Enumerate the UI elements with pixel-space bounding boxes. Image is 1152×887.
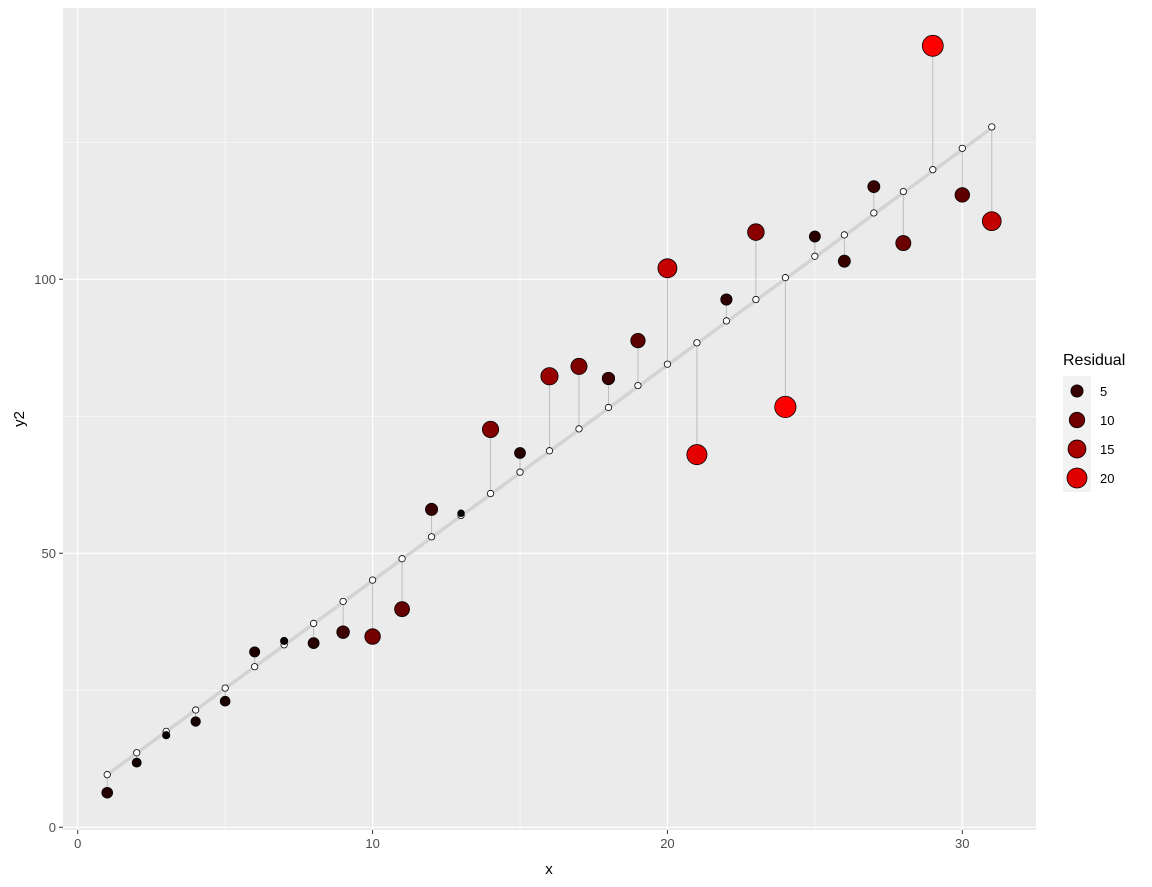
legend: Residual 5 10 15 20	[1063, 352, 1125, 492]
legend-key-label: 5	[1100, 384, 1107, 399]
observed-point	[162, 731, 171, 740]
predicted-points	[103, 123, 996, 779]
observed-point	[190, 716, 201, 727]
legend-key-symbol	[1068, 411, 1086, 429]
predicted-point	[368, 576, 377, 584]
predicted-point	[811, 252, 819, 260]
observed-point	[457, 509, 465, 517]
predicted-point	[752, 295, 760, 304]
observed-point	[101, 786, 113, 799]
y-tick-label: 0	[49, 820, 56, 835]
predicted-point	[103, 771, 111, 779]
predicted-point	[133, 749, 141, 757]
predicted-point	[781, 274, 789, 282]
predicted-point	[516, 468, 524, 476]
predicted-point	[870, 209, 878, 217]
predicted-point	[339, 597, 347, 606]
predicted-point	[988, 123, 996, 131]
observed-point	[954, 187, 970, 203]
y-tick-label: 100	[34, 272, 56, 287]
predicted-point	[899, 187, 907, 196]
observed-point	[481, 420, 500, 438]
predicted-point	[251, 663, 259, 671]
x-tick-label: 0	[74, 836, 81, 851]
observed-point	[425, 502, 439, 516]
observed-point	[921, 34, 944, 57]
predicted-point	[545, 447, 554, 455]
observed-point	[657, 258, 678, 279]
observed-point	[808, 230, 821, 243]
x-tick-label: 30	[955, 836, 969, 851]
observed-point	[131, 757, 142, 768]
predicted-point	[663, 360, 672, 368]
observed-point	[747, 223, 765, 241]
predicted-point	[929, 166, 937, 174]
observed-point	[601, 371, 616, 386]
predicted-point	[486, 489, 495, 498]
legend-title: Residual	[1063, 352, 1125, 369]
observed-point	[336, 625, 350, 639]
observed-point	[686, 444, 708, 466]
observed-point	[280, 636, 289, 645]
observed-point	[364, 628, 381, 645]
legend-key-symbol	[1066, 467, 1088, 489]
legend-keys: 5 10 15 20	[1063, 376, 1114, 492]
x-axis-title: x	[545, 861, 553, 878]
y-tick-label: 50	[42, 546, 56, 561]
y-axis: 0 50 100	[34, 272, 63, 835]
observed-point	[219, 695, 231, 707]
observed-point	[867, 180, 881, 194]
predicted-point	[427, 533, 436, 541]
predicted-point	[634, 381, 642, 390]
x-axis: 0 10 20 30	[74, 830, 970, 851]
observed-point	[895, 235, 912, 252]
predicted-point	[221, 684, 229, 692]
observed-point	[307, 637, 320, 650]
observed-points	[101, 34, 1002, 799]
legend-key-label: 15	[1100, 442, 1114, 457]
predicted-point	[958, 144, 966, 152]
legend-key-label: 10	[1100, 413, 1114, 428]
observed-point	[570, 357, 588, 375]
predicted-point	[693, 339, 701, 347]
predicted-point	[192, 706, 200, 714]
predicted-point	[722, 317, 731, 325]
y-axis-title: y2	[11, 411, 28, 427]
legend-key-label: 20	[1100, 471, 1114, 486]
observed-point	[981, 211, 1002, 231]
observed-point	[720, 293, 733, 306]
observed-point	[630, 333, 646, 349]
x-tick-label: 10	[365, 836, 379, 851]
observed-point	[837, 254, 851, 268]
predicted-point	[840, 231, 848, 239]
predicted-point	[604, 403, 613, 412]
predicted-point	[398, 555, 406, 563]
observed-point	[249, 646, 261, 658]
legend-key-symbol	[1070, 384, 1084, 398]
x-tick-label: 20	[660, 836, 674, 851]
major-gridlines	[63, 8, 1036, 830]
legend-key-symbol	[1067, 439, 1087, 459]
observed-point	[394, 601, 410, 618]
predicted-point	[310, 619, 318, 628]
observed-point	[774, 395, 797, 419]
predicted-point	[575, 425, 583, 433]
observed-point	[514, 447, 526, 459]
observed-point	[540, 367, 559, 386]
